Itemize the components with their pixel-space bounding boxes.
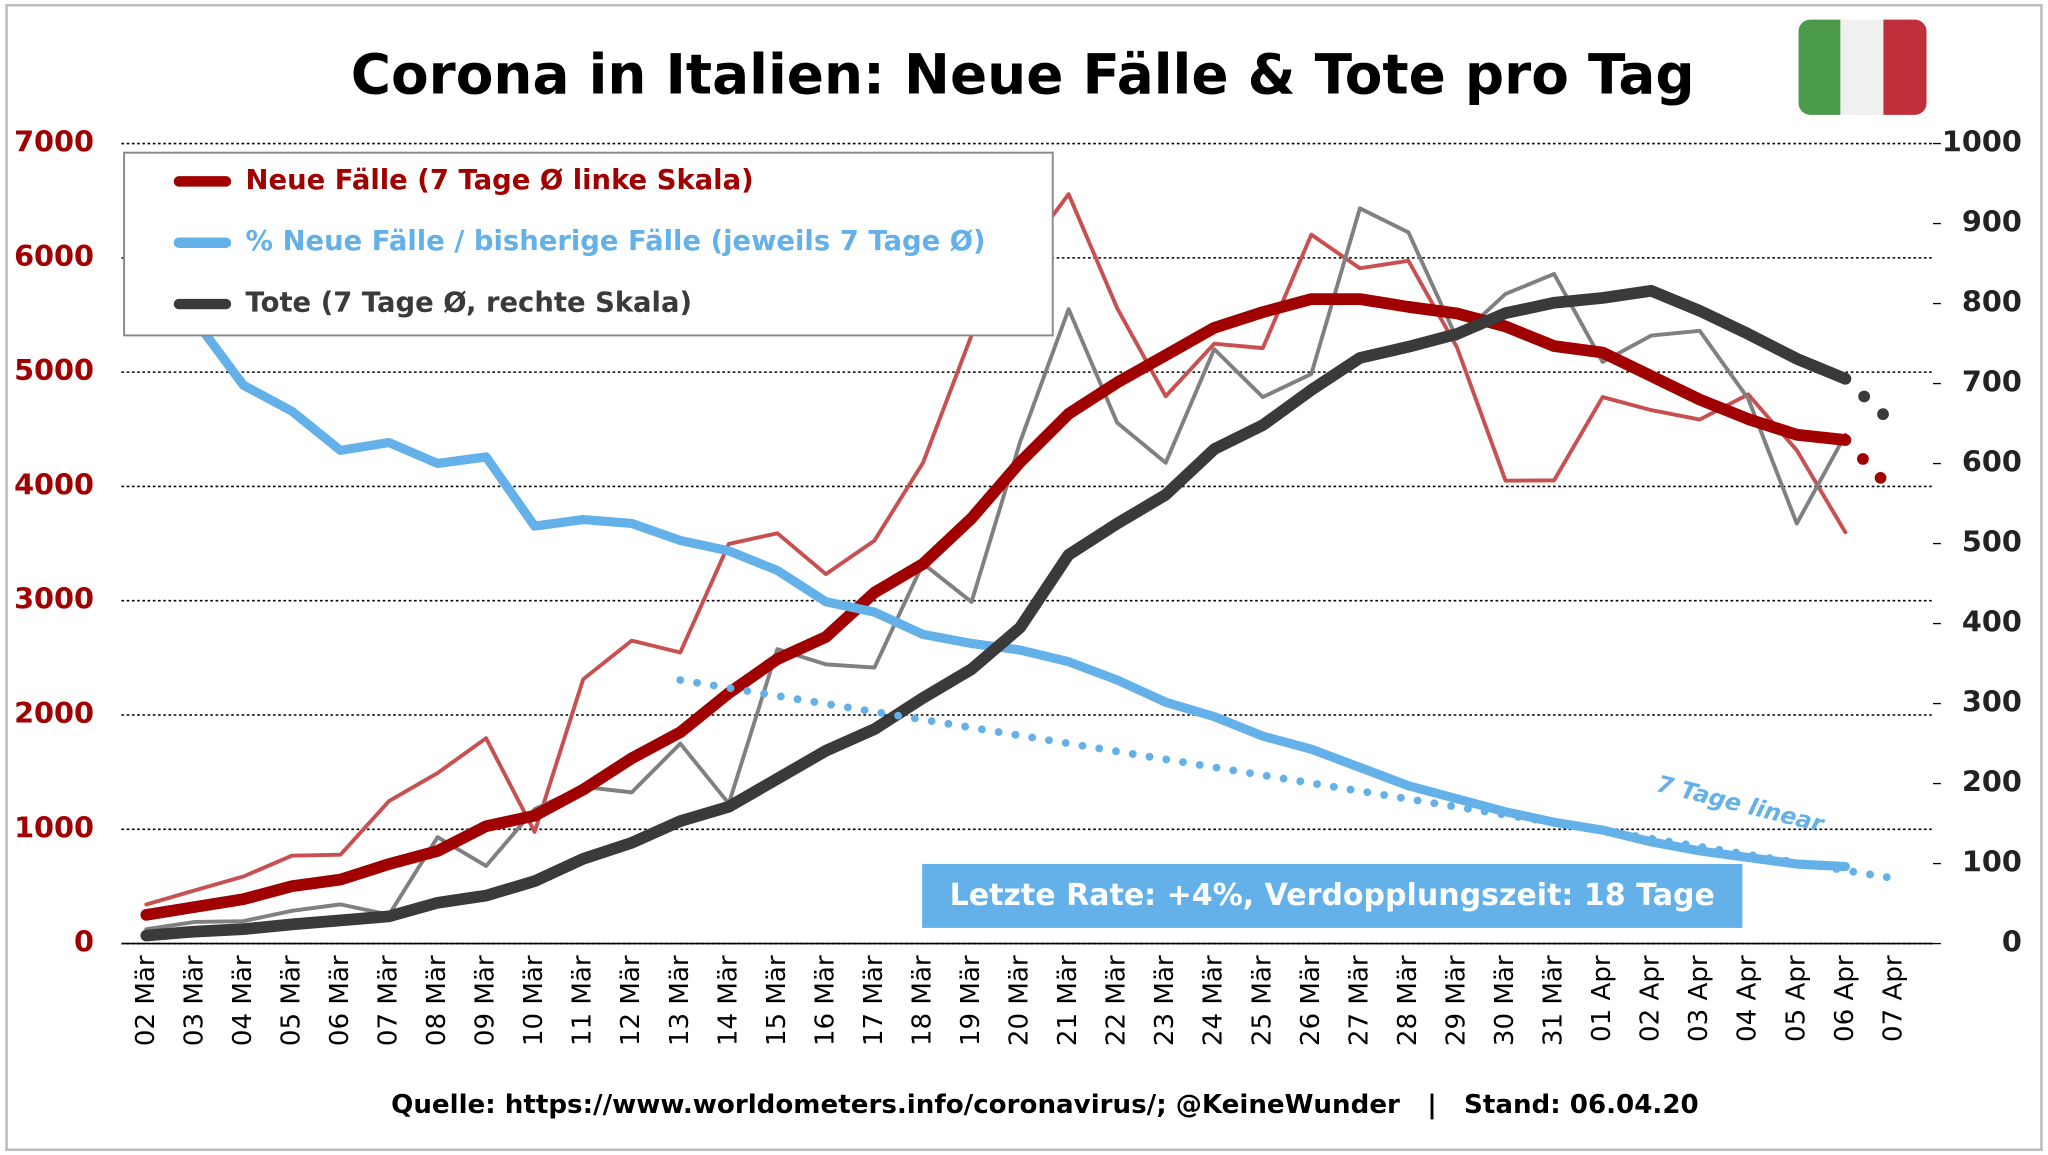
legend-label: % Neue Fälle / bisherige Fälle (jeweils … (246, 226, 986, 257)
x-tick-label: 04 Mär (228, 955, 258, 1046)
x-tick-label: 27 Mär (1344, 955, 1374, 1046)
annotation: Letzte Rate: +4%, Verdopplungszeit: 18 T… (950, 878, 1715, 913)
x-tick-label: 03 Mär (179, 955, 209, 1046)
flag (1798, 19, 1927, 115)
x-tick-label: 07 Mär (374, 955, 404, 1046)
y2-tick-label: 200 (1962, 765, 2022, 799)
y-tick-label: 6000 (14, 239, 94, 273)
x-tick-label: 03 Apr (1684, 955, 1714, 1042)
x-tick-label: 15 Mär (762, 955, 792, 1046)
y2-tick-label: 800 (1962, 285, 2022, 319)
y-tick-label: 3000 (14, 582, 94, 616)
annotation-box (922, 863, 1743, 928)
trend-line (676, 676, 1898, 883)
legend-label: Neue Fälle (7 Tage Ø linke Skala) (246, 165, 754, 196)
y2-tick-label: 1000 (1942, 125, 2022, 159)
x-tick-label: 05 Apr (1781, 955, 1811, 1042)
x-tick-label: 14 Mär (713, 955, 743, 1046)
x-tick-label: 08 Mär (422, 955, 452, 1046)
x-tick-label: 04 Apr (1733, 955, 1763, 1042)
x-tick-label: 13 Mär (665, 955, 695, 1046)
x-tick-label: 26 Mär (1296, 955, 1326, 1046)
y-tick-label: 5000 (14, 353, 94, 387)
chart-title: Corona in Italien: Neue Fälle & Tote pro… (351, 42, 1695, 106)
x-tick-label: 06 Apr (1830, 955, 1860, 1042)
x-tick-label: 16 Mär (810, 955, 840, 1046)
x-tick-label: 10 Mär (519, 955, 549, 1046)
y2-tick-label: 900 (1962, 205, 2022, 239)
x-tick-label: 06 Mär (325, 955, 355, 1046)
x-tick-label: 21 Mär (1053, 955, 1083, 1046)
x-tick-label: 24 Mär (1199, 955, 1229, 1046)
x-tick-label: 17 Mär (859, 955, 889, 1046)
y2-tick-label: 600 (1962, 445, 2022, 479)
legend-label: Tote (7 Tage Ø, rechte Skala) (246, 288, 692, 319)
x-tick-label: 18 Mär (907, 955, 937, 1046)
x-tick-label: 09 Mär (471, 955, 501, 1046)
x-tick-label: 25 Mär (1247, 955, 1277, 1046)
x-tick-label: 07 Apr (1878, 955, 1908, 1042)
source: Quelle: https://www.worldometers.info/co… (391, 1090, 1699, 1120)
projection-line (1839, 372, 1900, 431)
series-line (140, 284, 1852, 942)
y2-tick-label: 0 (2002, 925, 2022, 959)
x-tick-label: 20 Mär (1005, 955, 1035, 1046)
y2-tick-label: 500 (1962, 525, 2022, 559)
x-tick-label: 31 Mär (1539, 955, 1569, 1046)
y-tick-label: 1000 (14, 810, 94, 844)
x-tick-label: 02 Mär (131, 955, 161, 1046)
x-tick-label: 30 Mär (1490, 955, 1520, 1046)
y-tick-label: 7000 (14, 125, 94, 159)
x-tick-label: 05 Mär (276, 955, 306, 1046)
legend-box (123, 151, 1054, 337)
x-tick-label: 11 Mär (568, 955, 598, 1046)
y2-tick-label: 400 (1962, 605, 2022, 639)
y-tick-label: 2000 (14, 696, 94, 730)
y-tick-label: 0 (74, 925, 94, 959)
y2-tick-label: 100 (1962, 845, 2022, 879)
x-tick-label: 22 Mär (1102, 955, 1132, 1046)
x-tick-label: 02 Apr (1636, 955, 1666, 1042)
x-tick-label: 01 Apr (1587, 955, 1617, 1042)
x-tick-label: 29 Mär (1441, 955, 1471, 1046)
y2-tick-label: 300 (1962, 685, 2022, 719)
x-tick-label: 19 Mär (956, 955, 986, 1046)
x-tick-label: 28 Mär (1393, 955, 1423, 1046)
y-tick-label: 4000 (14, 467, 94, 501)
x-tick-label: 12 Mär (616, 955, 646, 1046)
x-tick-label: 23 Mär (1150, 955, 1180, 1046)
y2-tick-label: 700 (1962, 365, 2022, 399)
series-line (140, 293, 1852, 921)
